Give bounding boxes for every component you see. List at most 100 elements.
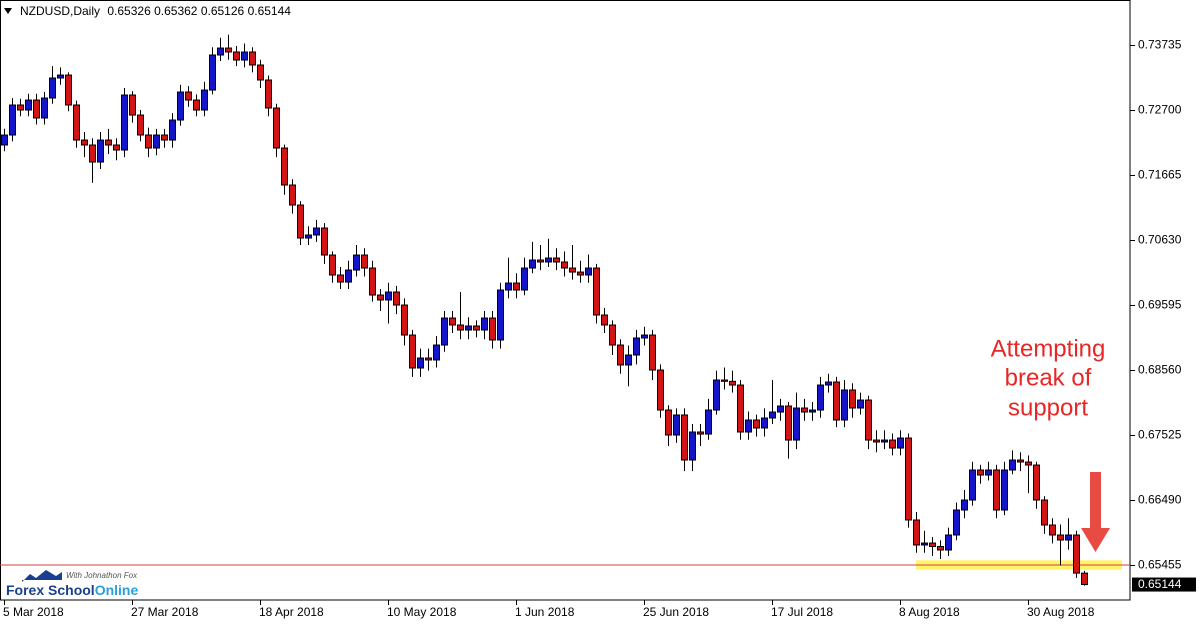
candle-body bbox=[369, 267, 376, 296]
candle-body bbox=[601, 314, 608, 326]
candle-body bbox=[529, 259, 536, 269]
candle-body bbox=[73, 104, 80, 141]
x-tick-label: 5 Mar 2018 bbox=[3, 605, 64, 619]
brand: Forex SchoolOnline bbox=[6, 582, 138, 598]
x-tick-label: 17 Jul 2018 bbox=[771, 605, 833, 619]
y-tick-label: 0.65455 bbox=[1138, 558, 1182, 572]
candle-body bbox=[17, 104, 24, 111]
candle-body bbox=[1049, 524, 1056, 536]
x-tick-label: 8 Aug 2018 bbox=[899, 605, 960, 619]
candle-body bbox=[681, 414, 688, 461]
candle-body bbox=[345, 269, 352, 283]
candle-body bbox=[1073, 534, 1080, 574]
candle-body bbox=[897, 437, 904, 449]
candle-body bbox=[561, 261, 568, 269]
candles bbox=[0, 34, 1130, 586]
candle-body bbox=[849, 389, 856, 409]
x-tick-label: 18 Apr 2018 bbox=[259, 605, 324, 619]
candle-body bbox=[41, 97, 48, 119]
candle-body bbox=[161, 134, 168, 141]
annotation: Attempting bbox=[991, 335, 1106, 362]
candle-body bbox=[649, 334, 656, 371]
x-tick-label: 30 Aug 2018 bbox=[1027, 605, 1095, 619]
candle-body bbox=[57, 74, 64, 79]
candle-body bbox=[905, 437, 912, 521]
candle-body bbox=[873, 439, 880, 443]
candle-body bbox=[665, 409, 672, 436]
watermark: With Johnathon Fox Forex SchoolOnline bbox=[6, 570, 138, 598]
annotation: break of bbox=[1005, 364, 1092, 391]
candle-body bbox=[153, 134, 160, 149]
candle-body bbox=[585, 267, 592, 276]
candle-body bbox=[169, 119, 176, 141]
candle-body bbox=[769, 411, 776, 419]
candle-body bbox=[577, 271, 584, 276]
candle-body bbox=[273, 107, 280, 149]
candle-body bbox=[673, 414, 680, 436]
candle-body bbox=[177, 91, 184, 121]
y-tick-label: 0.67525 bbox=[1138, 428, 1182, 442]
candle-body bbox=[233, 51, 240, 61]
candle-body bbox=[777, 405, 784, 413]
candle-body bbox=[1081, 572, 1088, 586]
y-tick-label: 0.69595 bbox=[1138, 298, 1182, 312]
candle-body bbox=[209, 54, 216, 91]
brand-name: Forex School bbox=[6, 582, 95, 598]
candle-body bbox=[241, 51, 248, 61]
x-tick-label: 10 May 2018 bbox=[387, 605, 457, 619]
ohlc-close: 0.65144 bbox=[248, 4, 292, 18]
candle-body bbox=[721, 379, 728, 382]
candle-body bbox=[929, 542, 936, 547]
candle-body bbox=[569, 267, 576, 273]
candle-body bbox=[761, 417, 768, 429]
candle-body bbox=[985, 469, 992, 476]
candle-body bbox=[689, 431, 696, 461]
candle-body bbox=[633, 337, 640, 356]
candle-body bbox=[513, 282, 520, 291]
candle-body bbox=[857, 399, 864, 409]
x-tick-label: 27 Mar 2018 bbox=[131, 605, 199, 619]
candle-body bbox=[729, 380, 736, 386]
candle-body bbox=[737, 384, 744, 433]
arrow bbox=[1081, 472, 1110, 552]
y-tick-label: 0.68560 bbox=[1138, 363, 1182, 377]
candle-body bbox=[481, 317, 488, 331]
candle-body bbox=[913, 519, 920, 546]
candle-body bbox=[1025, 461, 1032, 466]
candle-body bbox=[257, 64, 264, 81]
candle-body bbox=[321, 227, 328, 256]
menu-arrow bbox=[4, 8, 12, 14]
candle-body bbox=[993, 469, 1000, 511]
candle-body bbox=[289, 184, 296, 206]
candle-body bbox=[457, 324, 464, 331]
candle-body bbox=[889, 439, 896, 449]
candle-body bbox=[305, 234, 312, 239]
candle-body bbox=[425, 357, 432, 361]
x-tick-label: 1 Jun 2018 bbox=[515, 605, 575, 619]
candle-body bbox=[593, 267, 600, 316]
candle-body bbox=[1001, 469, 1008, 511]
candle-body bbox=[25, 99, 32, 111]
candle-body bbox=[1065, 534, 1072, 541]
candle-body bbox=[865, 399, 872, 441]
candle-body bbox=[297, 204, 304, 239]
candle-body bbox=[841, 389, 848, 421]
tagline: With Johnathon Fox bbox=[66, 571, 138, 580]
candle-body bbox=[545, 257, 552, 263]
symbol: NZDUSD,Daily bbox=[20, 4, 100, 18]
candle-body bbox=[809, 409, 816, 413]
candle-body bbox=[697, 431, 704, 435]
candle-body bbox=[265, 79, 272, 109]
price-label: 0.65144 bbox=[1138, 577, 1182, 591]
candle-body bbox=[409, 334, 416, 369]
candle-body bbox=[353, 254, 360, 271]
candle-body bbox=[921, 542, 928, 546]
candle-body bbox=[977, 469, 984, 476]
candle-body bbox=[1033, 464, 1040, 501]
candle-body bbox=[785, 405, 792, 441]
candle-body bbox=[1017, 459, 1024, 463]
candle-body bbox=[961, 499, 968, 511]
annotation: support bbox=[1008, 394, 1088, 421]
candle-body bbox=[641, 334, 648, 339]
